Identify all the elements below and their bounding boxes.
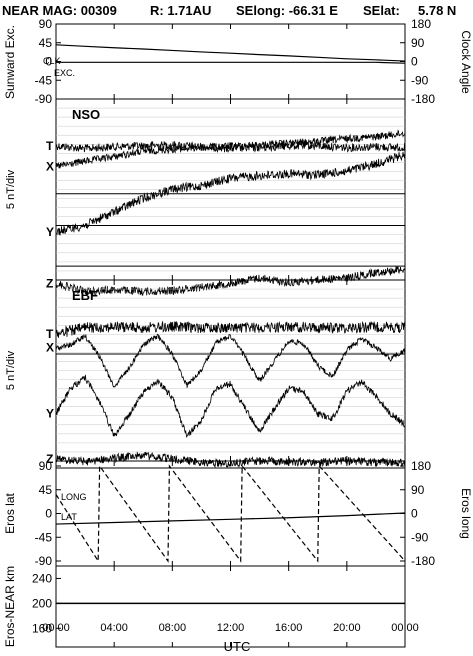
trace-label-y: Y: [46, 225, 54, 239]
trace-z: [55, 266, 406, 296]
selong-label: SElong: -66.31 E: [236, 3, 338, 18]
panel-frame: [55, 565, 406, 648]
ytick-label: 90: [39, 17, 53, 31]
ytick-right-label: 90: [411, 36, 425, 50]
ytick-label: -45: [35, 73, 53, 87]
trace-label-t: T: [46, 139, 54, 153]
ytick-label: 0: [45, 507, 52, 521]
ylabel: 5 nT/div: [5, 169, 17, 209]
trace-t: [55, 320, 406, 338]
trace-t: [55, 140, 406, 154]
trace-z: [55, 451, 406, 469]
ytick-right-label: -90: [411, 73, 429, 87]
series-exc: [56, 61, 406, 64]
xtick-label: 04:00: [100, 622, 128, 634]
series-lat: [55, 512, 406, 525]
ytick-right-label: 90: [411, 483, 425, 497]
xtick-label: 00:00: [42, 622, 70, 634]
trace-label-y: Y: [46, 407, 54, 421]
ytick-right-label: 0: [411, 55, 418, 69]
ylabel: 5 nT/div: [5, 350, 17, 390]
ytick-label: 45: [39, 483, 53, 497]
ytick-label: 0: [45, 55, 52, 69]
trace-x: [55, 333, 406, 388]
exc-label: EXC.: [54, 68, 75, 78]
ytick-label: 45: [39, 36, 53, 50]
panel-title: NSO: [72, 107, 100, 122]
ylabel-right: Clock Angle: [459, 30, 473, 94]
ylabel-right: Eros long: [459, 488, 473, 539]
ylabel: Eros lat: [3, 492, 17, 533]
panel-title: EBF: [72, 288, 98, 303]
xtick-label: 12:00: [217, 622, 245, 634]
ytick-right-label: 0: [411, 507, 418, 521]
trace-label-t: T: [46, 327, 54, 341]
ytick-label: -45: [35, 530, 53, 544]
trace-y: [55, 374, 406, 438]
xaxis-label: UTC: [224, 639, 251, 654]
ytick-label: 160: [32, 621, 52, 635]
trace-label-x: X: [46, 160, 54, 174]
panel-frame: [55, 460, 406, 567]
xtick-label: 00:00: [391, 622, 419, 634]
ytick-label: 200: [32, 596, 52, 610]
series-clk: [55, 44, 406, 62]
xtick-label: 08:00: [159, 622, 187, 634]
selat-label: SElat:: [363, 3, 400, 18]
trace-y: [55, 151, 406, 236]
ytick-right-label: -90: [411, 530, 429, 544]
ytick-right-label: -180: [411, 92, 435, 106]
ytick-right-label: 180: [411, 17, 431, 31]
xtick-label: 20:00: [333, 622, 361, 634]
trace-label-z: Z: [46, 452, 53, 466]
panel-frame: [55, 23, 406, 100]
trace-label-z: Z: [46, 276, 53, 290]
ytick-label: 240: [32, 571, 52, 585]
ytick-label: -90: [35, 92, 53, 106]
series-long: [55, 464, 406, 564]
ytick-right-label: 180: [411, 459, 431, 473]
ylabel: Sunward Exc.: [3, 25, 17, 99]
trace-label-x: X: [46, 341, 54, 355]
ylabel: Eros-NEAR km: [3, 566, 17, 647]
selat-value: 5.78 N: [418, 3, 457, 18]
lat-label: LAT: [61, 512, 77, 522]
ytick-label: 90: [39, 459, 53, 473]
ytick-right-label: -180: [411, 554, 435, 568]
ytick-label: -90: [35, 554, 53, 568]
mission-label: NEAR MAG: 00309: [2, 3, 117, 18]
radius-label: R: 1.71AU: [150, 3, 212, 18]
xtick-label: 16:00: [275, 622, 303, 634]
clk-label: CLK: [43, 56, 61, 66]
trace-x: [55, 129, 406, 169]
plot-header: NEAR MAG: 00309 R: 1.71AU SElong: -66.31…: [0, 3, 473, 21]
long-label: LONG: [61, 492, 87, 502]
